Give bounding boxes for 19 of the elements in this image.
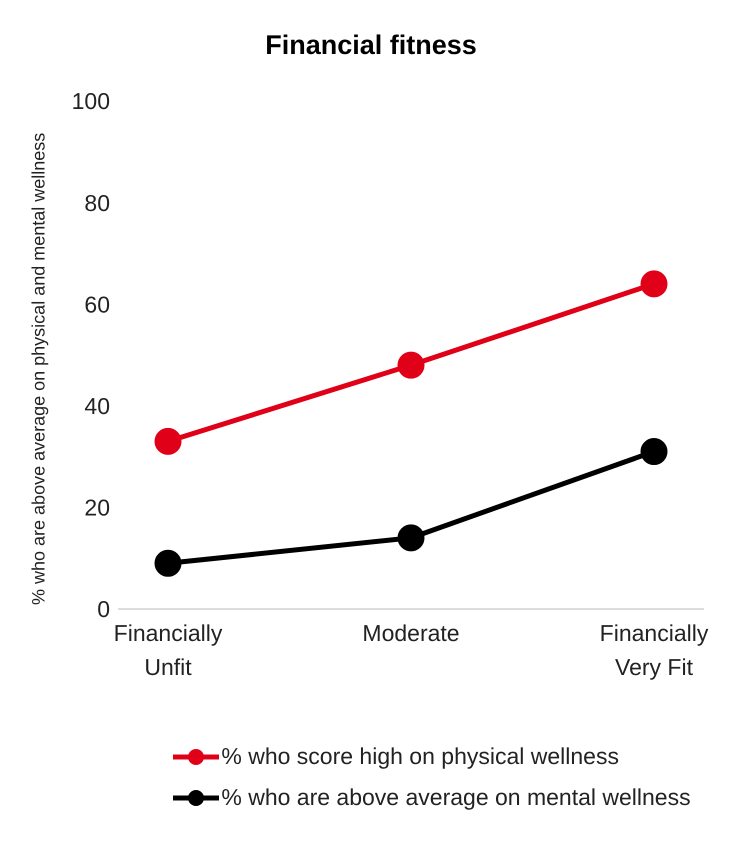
x-tick-label: Moderate [362,620,460,646]
chart-title: Financial fitness [264,30,478,61]
y-tick-label: 80 [84,190,110,216]
point [398,524,424,552]
y-axis-title: % who are above average on physical and mental wellness [28,132,48,605]
point [398,352,424,379]
y-tick-label: 40 [84,392,110,419]
point [640,270,668,298]
y-tick-label: 100 [72,88,110,114]
point [640,438,668,466]
legend-label: % who are above average on mental wellness [221,784,691,811]
legend-label: % who score high on physical wellness [221,743,619,770]
point [154,428,182,455]
x-tick-label: Financially Very Fit [600,620,709,680]
x-tick-label: Financially Unfit [114,620,223,680]
point [154,550,182,577]
y-tick-label: 60 [84,291,110,318]
y-tick-label: 0 [97,596,110,622]
y-tick-label: 20 [84,494,110,521]
